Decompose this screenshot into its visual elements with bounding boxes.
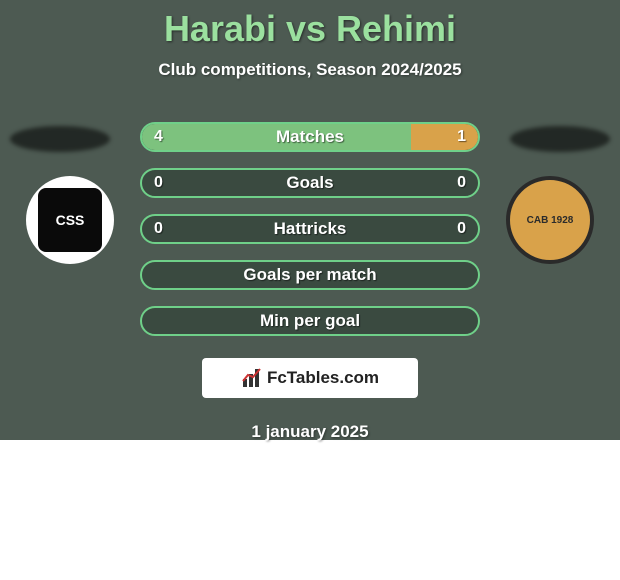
stat-value-right: 0 xyxy=(457,216,466,242)
stat-row: Goals per match xyxy=(140,260,480,290)
stat-label: Goals xyxy=(142,170,478,196)
avatar-left: CSS xyxy=(26,176,114,264)
stat-value-left: 0 xyxy=(154,216,163,242)
brand-text: FcTables.com xyxy=(267,368,379,388)
stat-label: Goals per match xyxy=(142,262,478,288)
season-subtitle: Club competitions, Season 2024/2025 xyxy=(0,60,620,80)
club-badge-left-label: CSS xyxy=(56,212,85,228)
brand-box: FcTables.com xyxy=(202,358,418,398)
chart-icon xyxy=(241,367,263,389)
stat-label: Hattricks xyxy=(142,216,478,242)
avatar-shadow-left xyxy=(10,126,110,152)
stat-value-right: 0 xyxy=(457,170,466,196)
stat-row: Goals0 0 xyxy=(140,168,480,198)
stat-row: Hattricks0 0 xyxy=(140,214,480,244)
page-title: Harabi vs Rehimi xyxy=(0,0,620,50)
stat-bar-right xyxy=(411,124,478,150)
club-badge-right-label: CAB 1928 xyxy=(527,215,574,226)
stat-row: Matches41 xyxy=(140,122,480,152)
comparison-card: Harabi vs Rehimi Club competitions, Seas… xyxy=(0,0,620,440)
stat-row: Min per goal xyxy=(140,306,480,336)
date-label: 1 january 2025 xyxy=(0,422,620,442)
stat-value-left: 4 xyxy=(154,124,163,150)
avatar-right: CAB 1928 xyxy=(506,176,594,264)
stats-container: Matches41Goals00Hattricks00Goals per mat… xyxy=(140,122,480,352)
avatar-shadow-right xyxy=(510,126,610,152)
stat-value-left: 0 xyxy=(154,170,163,196)
club-badge-left: CSS xyxy=(38,188,102,252)
stat-label: Min per goal xyxy=(142,308,478,334)
stat-bar-left xyxy=(142,124,411,150)
stat-value-right: 1 xyxy=(457,124,466,150)
